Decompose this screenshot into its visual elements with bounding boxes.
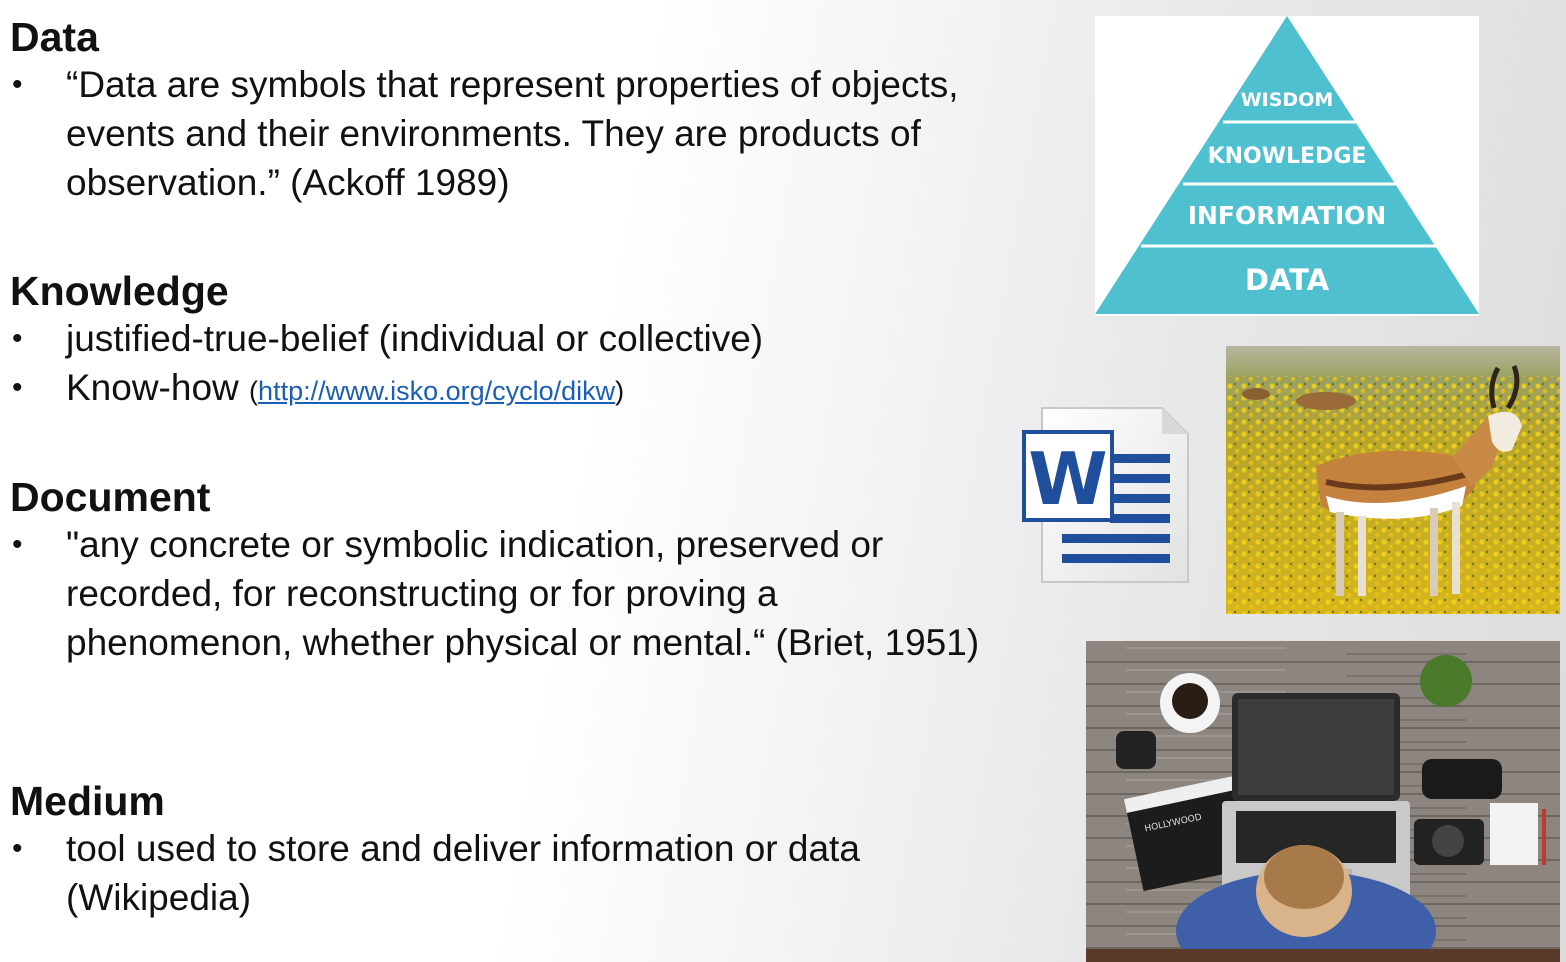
pyramid-level-wisdom: WISDOM: [1241, 89, 1334, 111]
pyramid-level-information: INFORMATION: [1188, 201, 1387, 230]
list-item: • justified-true-belief (individual or c…: [10, 314, 1000, 363]
section-data: Data • “Data are symbols that represent …: [10, 14, 1000, 207]
bullet: •: [12, 528, 23, 561]
dikw-pyramid-image: WISDOM KNOWLEDGE INFORMATION DATA: [1095, 16, 1479, 316]
list-item: • Know-how (http://www.isko.org/cyclo/di…: [10, 363, 1000, 416]
heading-document: Document: [10, 474, 211, 520]
section-knowledge: Knowledge • justified-true-belief (indiv…: [10, 268, 1000, 416]
bullet: •: [12, 371, 23, 404]
desk-laptop-photo: HOLLYWOOD: [1086, 641, 1560, 962]
word-letter: W: [1028, 437, 1107, 521]
pyramid-level-knowledge: KNOWLEDGE: [1208, 144, 1367, 169]
bullet: •: [12, 322, 23, 355]
dikw-link[interactable]: http://www.isko.org/cyclo/dikw: [258, 376, 616, 406]
bullet: •: [12, 832, 23, 865]
list-item: • "any concrete or symbolic indication, …: [10, 520, 996, 667]
springbok-photo: [1226, 346, 1560, 614]
list-item: • “Data are symbols that represent prope…: [10, 60, 966, 207]
pyramid-level-data: DATA: [1245, 263, 1330, 297]
paren-open: (: [249, 376, 259, 406]
definition-text: tool used to store and deliver informati…: [66, 828, 860, 918]
definition-text: Know-how: [66, 367, 239, 408]
heading-knowledge: Knowledge: [10, 268, 229, 314]
link-wrapper: (http://www.isko.org/cyclo/dikw): [249, 376, 624, 406]
paren-close: ): [615, 376, 625, 406]
section-document: Document • "any concrete or symbolic ind…: [10, 474, 1000, 667]
list-item: • tool used to store and deliver informa…: [10, 824, 966, 922]
heading-medium: Medium: [10, 778, 165, 824]
bullet: •: [12, 68, 23, 101]
section-medium: Medium • tool used to store and deliver …: [10, 778, 1000, 922]
definition-text: justified-true-belief (individual or col…: [66, 318, 764, 359]
heading-data: Data: [10, 14, 99, 60]
definition-text: "any concrete or symbolic indication, pr…: [66, 524, 980, 663]
word-document-icon: W: [1022, 406, 1190, 584]
definition-text: “Data are symbols that represent propert…: [66, 64, 959, 203]
